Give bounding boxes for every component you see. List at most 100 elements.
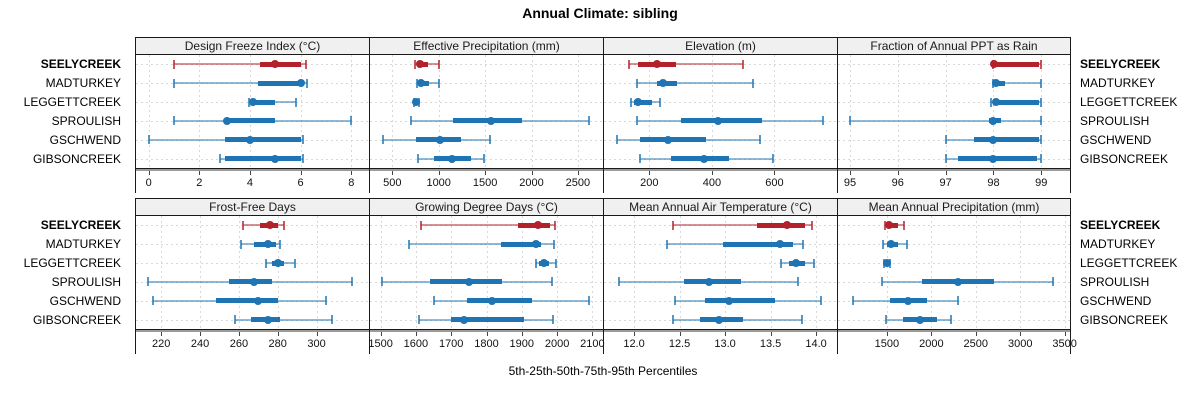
median-dot	[273, 259, 282, 268]
panel-plot	[604, 216, 837, 330]
iqr-bar-25th-75th	[257, 80, 304, 86]
axis-tick-label: 1500	[368, 338, 393, 350]
cap-5th	[882, 239, 885, 249]
median-dot	[724, 296, 733, 305]
x-axis: 200 400 600	[604, 169, 837, 193]
cap-95th	[801, 315, 804, 325]
axis-tick-label: 2500	[963, 338, 989, 350]
gridline-horizontal	[838, 83, 1070, 85]
cap-5th	[848, 116, 851, 126]
gridline-horizontal	[604, 263, 837, 265]
cap-5th	[407, 239, 410, 249]
axis-tick-label: 200	[640, 177, 659, 189]
median-dot	[254, 296, 263, 305]
gridline-horizontal	[838, 225, 1070, 227]
panel-header: Mean Annual Precipitation (mm)	[838, 198, 1070, 216]
cap-5th	[635, 78, 638, 88]
axis-tick-mark	[300, 171, 302, 175]
axis-tick-label: 300	[307, 338, 326, 350]
cap-5th	[413, 59, 416, 69]
median-dot	[486, 116, 495, 125]
median-dot	[990, 60, 999, 69]
x-axis: 0 2 4 6 8	[136, 169, 369, 193]
cap-5th	[381, 135, 384, 145]
cap-5th	[944, 154, 947, 164]
axis-tick-label: 1700	[438, 338, 464, 350]
site-label-gschwend: GSCHWEND	[1080, 132, 1152, 147]
median-dot	[991, 79, 1000, 88]
gridline-vertical	[975, 216, 977, 329]
cap-5th	[417, 315, 420, 325]
cap-95th	[802, 239, 805, 249]
gridline-horizontal	[604, 102, 837, 104]
axis-tick-mark	[993, 171, 995, 175]
axis-tick-label: 500	[383, 177, 402, 189]
axis-tick-label: 2000	[919, 338, 944, 350]
panel-header: Design Freeze Index (°C)	[136, 37, 369, 55]
axis-tick-mark	[557, 332, 559, 336]
axis-tick-label: 4	[246, 177, 254, 189]
axis-tick-mark	[816, 332, 818, 336]
axis-tick-mark	[438, 171, 440, 175]
iqr-bar-25th-75th	[723, 241, 794, 247]
x-axis-label: 5th-25th-50th-75th-95th Percentiles	[508, 364, 698, 378]
site-labels-right-row1: SEELYCREEK MADTURKEY LEGGETTCREEK SPROULISH…	[1071, 216, 1199, 329]
site-label-seelycreek: SEELYCREEK	[40, 218, 121, 233]
median-dot	[539, 259, 548, 268]
axis-shadow-line	[604, 169, 837, 171]
x-axis: 500 1000 1500 2000 2500	[370, 169, 603, 193]
site-label-gschwend: GSCHWEND	[49, 293, 121, 308]
axis-tick-mark	[521, 332, 523, 336]
median-dot	[264, 315, 273, 324]
gridline-vertical	[993, 55, 995, 168]
axis-tick-label: 1600	[403, 338, 429, 350]
axis-tick-mark	[531, 171, 533, 175]
x-axis: 12.0 12.5 13.0 13.5 14.0	[604, 330, 837, 354]
axis-tick-label: 240	[190, 338, 210, 350]
panel-mean-annual-air-temperature-c-: Mean Annual Air Temperature (°C) 12.0 12.5…	[603, 198, 837, 354]
gridline-vertical	[849, 55, 851, 168]
axis-tick-mark	[770, 332, 772, 336]
chart-title: Annual Climate: sibling	[522, 5, 678, 21]
cap-95th	[902, 220, 905, 230]
axis-tick-mark	[849, 171, 851, 175]
axis-tick-label: 600	[765, 177, 784, 189]
site-label-leggettcreek: LEGGETTCREEK	[1080, 95, 1178, 110]
gridline-vertical	[238, 216, 240, 329]
iqr-bar-25th-75th	[500, 241, 542, 247]
cap-95th	[302, 135, 305, 145]
panel-plot	[604, 55, 837, 169]
axis-tick-label: 12.0	[623, 338, 645, 350]
whisker-5th-95th	[421, 224, 556, 227]
cap-95th	[294, 97, 297, 107]
cap-5th	[534, 258, 537, 268]
median-dot	[250, 277, 259, 286]
axis-tick-mark	[148, 171, 150, 175]
panel-plot	[838, 216, 1070, 330]
median-dot	[531, 240, 540, 249]
median-dot	[223, 116, 232, 125]
cap-5th	[172, 78, 175, 88]
axis-tick-label: 96	[891, 177, 904, 189]
iqr-bar-25th-75th	[993, 61, 1039, 67]
axis-tick-mark	[592, 332, 594, 336]
cap-95th	[488, 135, 491, 145]
axis-tick-mark	[392, 171, 394, 175]
cap-95th	[1040, 59, 1043, 69]
whisker-5th-95th	[992, 82, 1042, 85]
iqr-bar-25th-75th	[215, 298, 278, 304]
gridline-vertical	[945, 55, 947, 168]
panel-plot	[136, 216, 369, 330]
whisker-5th-95th	[173, 63, 306, 66]
axis-tick-mark	[945, 171, 947, 175]
gridline-vertical	[679, 216, 681, 329]
site-label-sproulish: SPROULISH	[1080, 113, 1150, 128]
panel-header: Mean Annual Air Temperature (°C)	[604, 198, 837, 216]
cap-95th	[350, 116, 353, 126]
cap-95th	[956, 296, 959, 306]
median-dot	[271, 154, 280, 163]
site-labels-left-row0: SEELYCREEK MADTURKEY LEGGETTCREEK SPROULISH…	[0, 55, 128, 168]
site-label-leggettcreek: LEGGETTCREEK	[23, 95, 121, 110]
axis-tick-mark	[711, 171, 713, 175]
